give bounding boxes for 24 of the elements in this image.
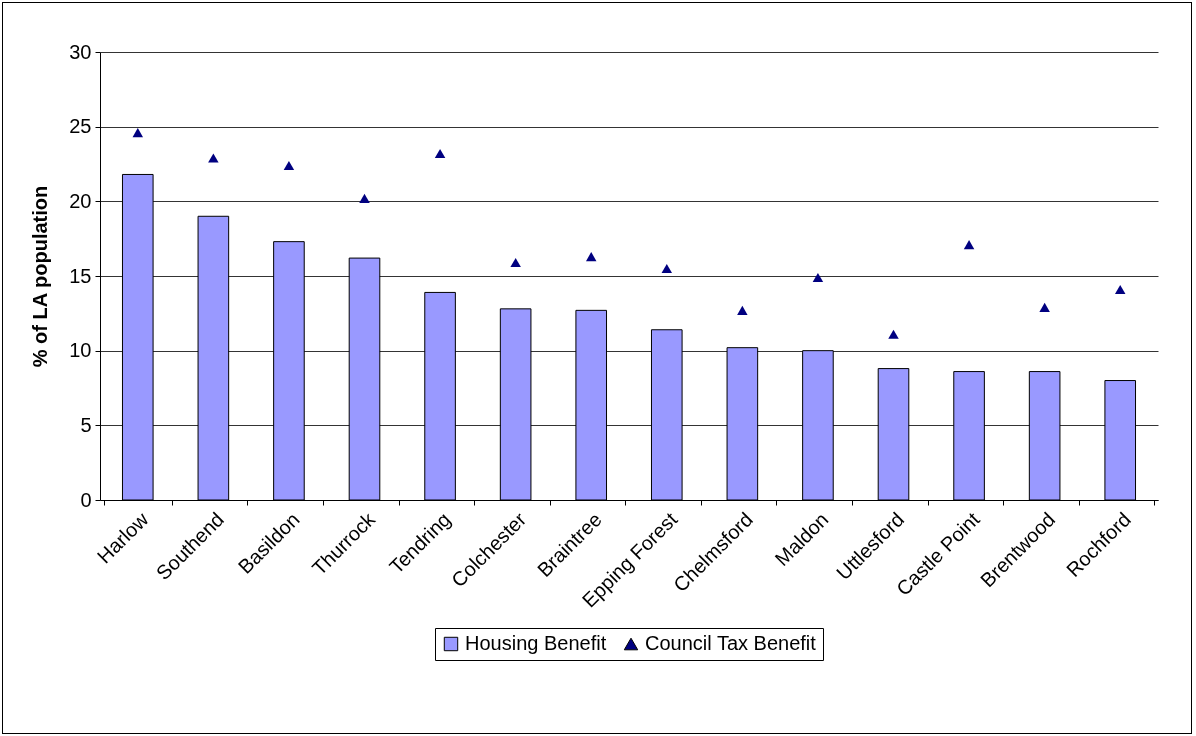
y-tick-label: 30	[69, 40, 92, 63]
y-tick-label: 15	[69, 264, 92, 287]
point	[1039, 302, 1050, 312]
point	[359, 193, 370, 203]
point	[132, 128, 144, 138]
point	[510, 258, 521, 268]
y-tick-label: 5	[80, 413, 92, 436]
y-tick-label: 10	[69, 339, 92, 362]
point	[1114, 284, 1126, 294]
point	[812, 272, 824, 283]
y-tick-label: 25	[69, 115, 92, 138]
point	[888, 329, 899, 339]
y-axis-title: % of LA population	[29, 185, 52, 368]
point	[585, 252, 597, 262]
legend-label: Council Tax Benefit	[645, 632, 817, 654]
point	[208, 153, 219, 163]
y-tick-label: 20	[69, 189, 92, 212]
point	[434, 149, 446, 159]
point	[963, 240, 975, 250]
point	[737, 305, 748, 315]
point	[661, 263, 673, 274]
point	[283, 160, 295, 171]
legend-label: Housing Benefit	[465, 632, 607, 654]
y-tick-label: 0	[80, 488, 92, 511]
